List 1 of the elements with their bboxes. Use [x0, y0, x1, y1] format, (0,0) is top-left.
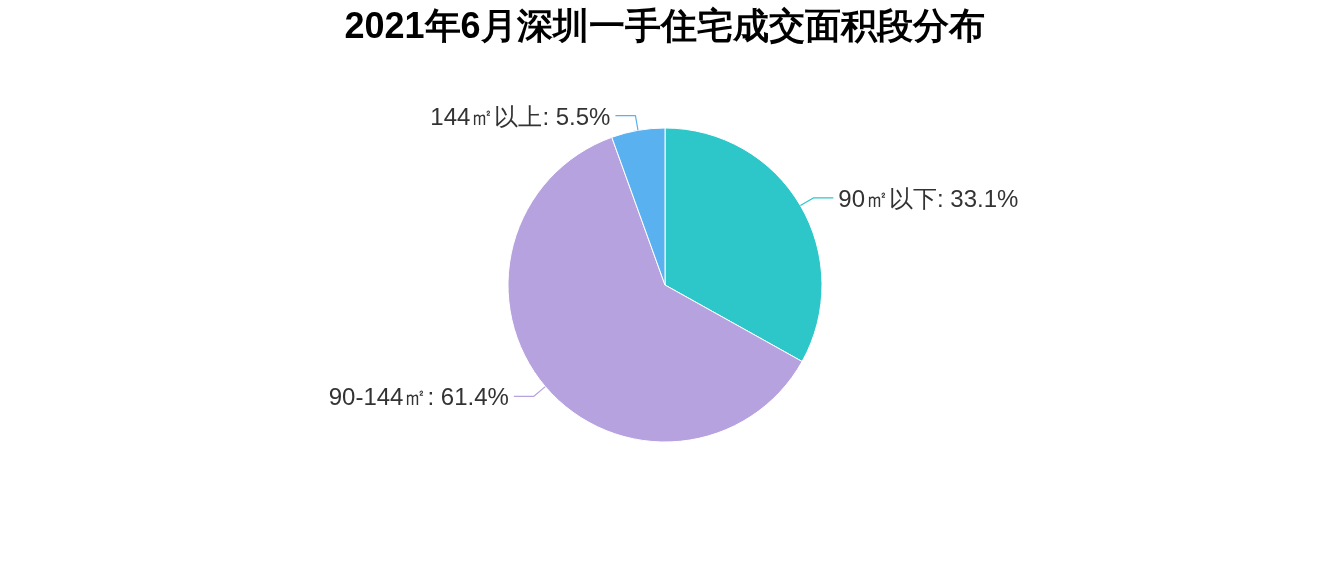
title: 2021年6月深圳一手住宅成交面积段分布	[344, 5, 985, 46]
